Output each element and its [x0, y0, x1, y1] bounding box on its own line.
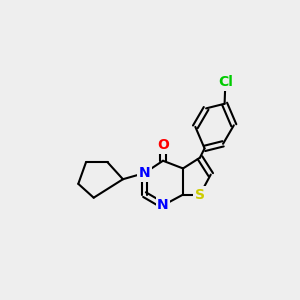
Text: O: O [157, 138, 169, 152]
Text: Cl: Cl [218, 75, 233, 89]
Text: S: S [195, 188, 205, 202]
Text: N: N [157, 198, 169, 212]
Text: N: N [139, 166, 150, 180]
